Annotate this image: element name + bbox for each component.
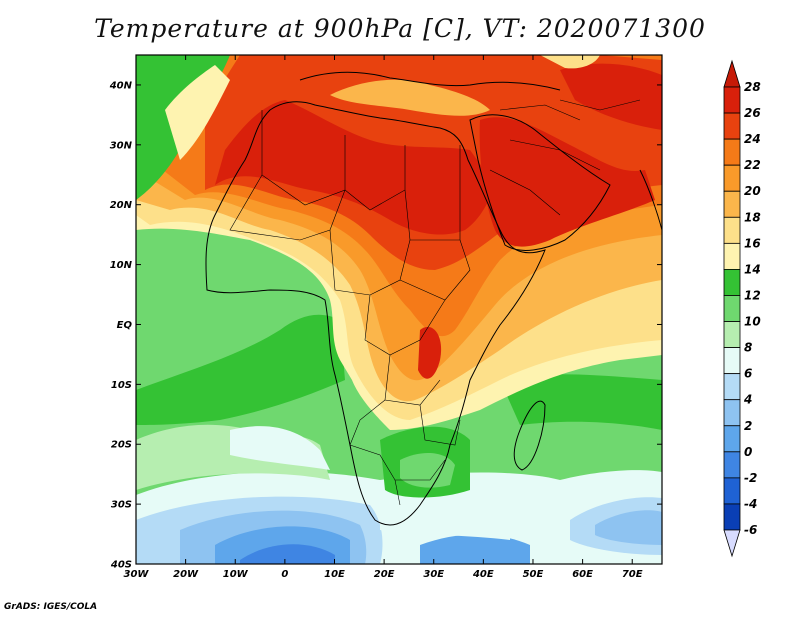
colorbar-label: 0 (744, 445, 752, 459)
field-band-28-africa-east (418, 326, 442, 379)
india-coastline (639, 169, 662, 231)
lon-tick-label: 20W (173, 569, 199, 580)
colorbar-segment (723, 138, 741, 166)
lon-tick-label: 20E (374, 569, 395, 580)
colorbar-label: 4 (743, 393, 752, 407)
colorbar-segment (723, 347, 741, 375)
field-band-0 (240, 544, 335, 564)
colorbar-segment (723, 373, 741, 401)
colorbar-top-arrow (723, 59, 741, 88)
colorbar-segment (723, 425, 741, 453)
colorbar-segment (723, 216, 741, 244)
colorbar-segment (723, 503, 741, 531)
lat-tick-label: 20N (110, 200, 133, 211)
colorbar-segment (723, 86, 741, 114)
colorbar-bottom-arrow (723, 529, 741, 558)
colorbar-segment (723, 164, 741, 192)
lat-tick-label: 40S (110, 560, 132, 571)
lon-tick-label: 0 (281, 569, 288, 580)
grads-credit: GrADS: IGES/COLA (4, 602, 98, 612)
field-band-14-atlantic (136, 314, 345, 425)
lon-tick-label: 10W (223, 569, 249, 580)
field-band-28-north (560, 63, 662, 131)
colorbar-segment (723, 321, 741, 348)
africa-coastline (205, 101, 546, 526)
colorbar-label: 2 (744, 419, 752, 433)
country-borders (229, 99, 641, 506)
map-frame (135, 54, 663, 565)
colorbar-segment (723, 190, 741, 218)
colorbar-segment (723, 112, 741, 140)
colorbar-label: -2 (744, 471, 757, 485)
colorbar-label: 26 (744, 106, 761, 120)
latitude-axis: 40N 30N 20N 10N EQ 10S 20S 30S 40S (109, 80, 662, 571)
colorbar-label: 6 (744, 367, 752, 381)
colorbar-label: 10 (744, 315, 761, 329)
lon-tick-label: 30E (423, 569, 444, 580)
lat-tick-label: 10N (110, 260, 133, 271)
lon-tick-label: 60E (572, 569, 593, 580)
colorbar-label: -4 (744, 497, 757, 511)
colorbar-label: 24 (744, 132, 761, 146)
colorbar-label: 16 (744, 236, 761, 250)
lon-tick-label: 10E (324, 569, 345, 580)
colorbar-segment (723, 399, 741, 427)
field-band-28-sahara (215, 100, 495, 235)
field-band-14-indian (500, 374, 662, 430)
field-band-south-2 (420, 534, 530, 564)
colorbar-segment (723, 242, 741, 270)
field-band-south-8 (380, 493, 510, 540)
field-band-28-arabia (479, 117, 655, 247)
colorbar-label: 8 (744, 341, 752, 355)
longitude-axis: 30W 20W 10W 0 10E 20E 30E 40E 50E 60E 70E (124, 55, 643, 580)
lon-tick-label: 40E (472, 569, 494, 580)
field-band-east-4 (595, 510, 662, 545)
lat-tick-label: 40N (109, 80, 133, 91)
colorbar-label: 12 (744, 288, 761, 302)
lon-tick-label: 50E (523, 569, 544, 580)
colorbar-label: 20 (744, 184, 761, 198)
lon-tick-label: 70E (622, 569, 643, 580)
colorbar-label: 18 (744, 210, 761, 224)
colorbar-segment (723, 477, 741, 505)
field-band-16-nw (165, 65, 230, 160)
lat-tick-label: 10S (111, 380, 132, 391)
colorbar-label: -6 (744, 523, 757, 537)
arabia-coastline (469, 114, 611, 251)
colorbar-segment (723, 269, 741, 296)
colorbar-label: 28 (744, 80, 761, 94)
colorbar-segment (723, 451, 741, 479)
field-band-20-med (330, 79, 490, 116)
colorbar-segment (723, 295, 741, 322)
chart-title: Temperature at 900hPa [C], VT: 202007130… (94, 14, 706, 43)
lon-tick-label: 30W (124, 569, 150, 580)
madagascar-coastline (513, 400, 546, 471)
lat-tick-label: 20S (111, 440, 132, 451)
field-band-18-ne (540, 55, 600, 69)
europe-coastline (299, 71, 561, 91)
coastlines (205, 71, 662, 526)
field-band-8b (230, 426, 330, 470)
colorbar-label: 14 (744, 262, 761, 276)
field-band-12-southafrica (400, 453, 455, 488)
lat-tick-label: 30N (110, 140, 133, 151)
temperature-field (136, 55, 662, 564)
lat-tick-label: 30S (111, 500, 132, 511)
colorbar-label: 22 (744, 158, 761, 172)
lat-tick-label: EQ (117, 320, 133, 331)
